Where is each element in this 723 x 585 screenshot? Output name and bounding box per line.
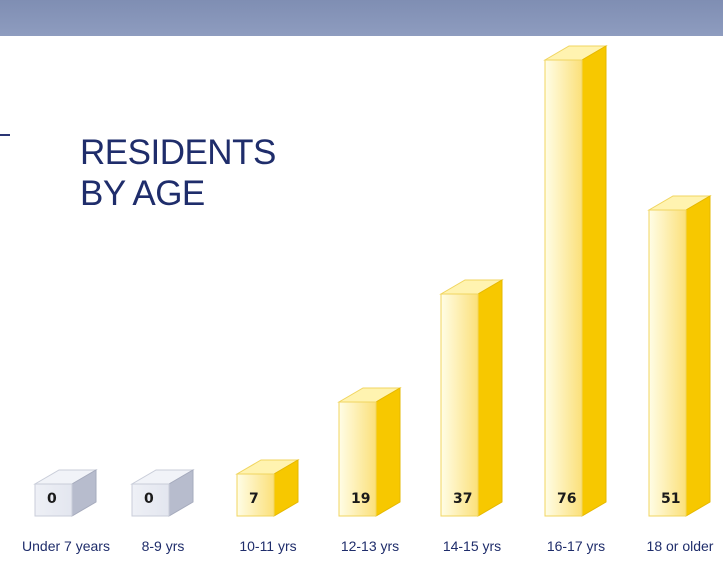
bars-group: 0 0 7 19 37 76 51 — [33, 45, 712, 517]
bar-value-label: 0 — [47, 491, 57, 507]
category-label: Under 7 years — [22, 538, 110, 554]
category-label: 8-9 yrs — [142, 538, 185, 554]
category-label: 12-13 yrs — [341, 538, 399, 554]
chart-title-line-1: RESIDENTS — [80, 133, 276, 172]
bar-value-label: 51 — [661, 491, 680, 507]
chart-title-line-2: BY AGE — [80, 174, 205, 213]
bar-front-face — [544, 59, 583, 517]
bar-6: 76 — [543, 45, 608, 517]
bar-7: 51 — [647, 195, 712, 517]
bar-1: 0 — [33, 469, 98, 517]
bar-5: 37 — [439, 279, 504, 517]
bar-front-face — [34, 483, 73, 517]
bar-value-label: 37 — [453, 491, 472, 507]
bar-2: 0 — [130, 469, 195, 517]
bar-side-face — [581, 45, 607, 517]
header-band — [0, 0, 723, 36]
chart-title: RESIDENTS BY AGE — [80, 132, 276, 214]
bar-front-face — [131, 483, 170, 517]
category-label: 16-17 yrs — [547, 538, 605, 554]
bar-value-label: 7 — [249, 491, 259, 507]
decorative-tick — [0, 134, 10, 136]
bar-front-face — [236, 473, 275, 517]
bar-front-face — [338, 401, 377, 517]
bar-side-face — [375, 387, 401, 517]
category-label: 14-15 yrs — [443, 538, 501, 554]
bar-side-face — [477, 279, 503, 517]
category-labels: Under 7 years 8-9 yrs 10-11 yrs 12-13 yrs 14… — [22, 538, 714, 554]
bar-value-label: 76 — [557, 491, 576, 507]
category-label: 18 or older — [647, 538, 714, 554]
bar-front-face — [440, 293, 479, 517]
category-label: 10-11 yrs — [239, 538, 296, 554]
bar-3: 7 — [235, 459, 300, 517]
bar-side-face — [685, 195, 711, 517]
bar-4: 19 — [337, 387, 402, 517]
bar-front-face — [648, 209, 687, 517]
bar-value-label: 0 — [144, 491, 154, 507]
bar-value-label: 19 — [351, 491, 370, 507]
